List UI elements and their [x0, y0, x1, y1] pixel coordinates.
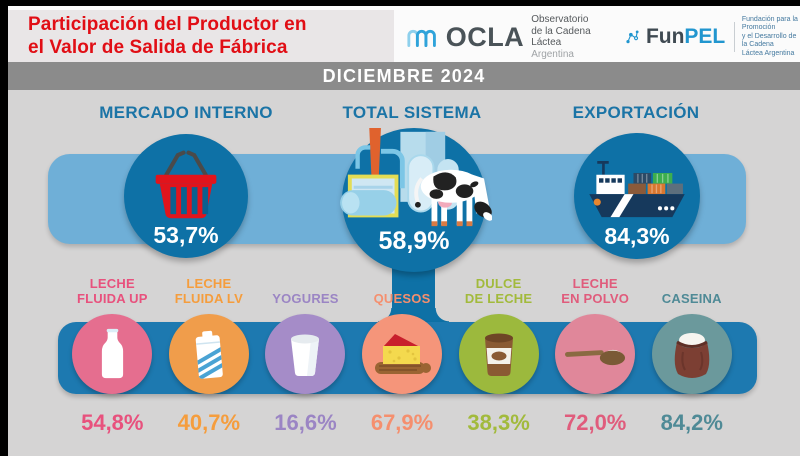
total-sistema-value: 58,9%	[378, 227, 450, 255]
cheese-board-icon	[375, 334, 432, 374]
dulce-de-leche-jar-icon	[484, 333, 513, 376]
powder-sack-icon	[674, 333, 710, 378]
product-circle	[651, 314, 732, 394]
product-circle	[555, 314, 636, 394]
product-column-leche-fluida-up: LECHE FLUIDA UP 54,8%	[64, 270, 161, 436]
title-line-2: el Valor de Salida de Fábrica	[28, 37, 288, 58]
milk-carton-icon	[195, 330, 223, 379]
product-value: 16,6%	[274, 410, 337, 435]
product-value: 38,3%	[467, 410, 530, 435]
product-column-quesos: QUESOS	[354, 270, 451, 436]
product-label: QUESOS	[373, 290, 431, 306]
product-circle	[168, 314, 249, 394]
mercado-interno-value: 53,7%	[153, 222, 219, 248]
mercado-interno-circle: 53,7%	[124, 134, 248, 258]
ocla-subtitle: Observatorio de la Cadena Láctea Argenti…	[531, 14, 600, 60]
exportacion-circle: 84,3%	[574, 133, 700, 259]
cargo-ship-icon	[589, 161, 685, 218]
ocla-subtitle-line3: Argentina	[531, 48, 574, 60]
title-line-1: Participación del Productor en	[28, 14, 307, 35]
logos: OCLA Observatorio de la Cadena Láctea Ar…	[406, 13, 798, 61]
funpel-network-icon	[626, 30, 639, 44]
section-title-exportacion: EXPORTACIÓN	[572, 103, 700, 122]
funpel-logo: FunPEL Fundación para la Promoción y el …	[624, 16, 798, 59]
product-circle	[362, 314, 443, 394]
content-area: Participación del Productor en el Valor …	[8, 6, 800, 456]
stem-flare-right	[435, 308, 449, 322]
product-label: CASEINA	[661, 290, 722, 306]
product-value: 54,8%	[81, 410, 144, 435]
product-column-leche-fluida-lv: LECHE FLUIDA LV	[161, 270, 258, 436]
exportacion-value: 84,3%	[604, 223, 670, 249]
product-label: LECHE FLUIDA LV	[174, 276, 243, 306]
powder-spoon-icon	[565, 349, 626, 366]
section-title-mercado-interno: MERCADO INTERNO	[99, 103, 273, 122]
factory-and-cow-icon	[340, 127, 492, 227]
yogurt-cup-icon	[291, 334, 320, 376]
product-circle	[72, 314, 153, 394]
products-row: LECHE FLUIDA UP 54,8% LECHE FLUIDA LV	[64, 270, 740, 436]
product-label: LECHE FLUIDA UP	[76, 276, 148, 306]
product-column-caseina: CASEINA 84,2%	[643, 270, 740, 436]
product-label: LECHE EN POLVO	[561, 276, 630, 306]
product-column-leche-en-polvo: LECHE EN POLVO 72,0%	[547, 270, 644, 436]
period-label: DICIEMBRE 2024	[322, 65, 486, 86]
total-sistema-circle: 58,9%	[340, 127, 492, 272]
funpel-tagline-line2: y el Desarrollo de la Cadena	[741, 32, 797, 49]
product-label: DULCE DE LECHE	[464, 276, 533, 306]
ocla-wordmark: OCLA	[445, 21, 525, 52]
product-label: YOGURES	[272, 290, 339, 306]
ocla-logo: OCLA Observatorio de la Cadena Láctea Ar…	[406, 14, 600, 60]
shopping-basket-icon	[155, 150, 217, 219]
ocla-subtitle-line1: Observatorio	[531, 14, 589, 25]
funpel-tagline-line1: Fundación para la Promoción	[741, 15, 798, 32]
page-title: Participación del Productor en el Valor …	[8, 10, 394, 62]
funpel-tagline-line3: Láctea Argentina	[741, 49, 795, 57]
ocla-wave-icon	[407, 29, 436, 47]
product-value: 84,2%	[660, 410, 723, 435]
product-value: 40,7%	[177, 410, 241, 435]
header: Participación del Productor en el Valor …	[8, 6, 800, 62]
product-value: 72,0%	[563, 410, 627, 435]
section-title-total-sistema: TOTAL SISTEMA	[342, 103, 482, 122]
product-circle	[265, 314, 346, 394]
ocla-subtitle-line2: de la Cadena Láctea	[531, 25, 591, 49]
funpel-wordmark: FunPEL	[645, 25, 726, 48]
milk-bottle-icon	[101, 328, 123, 379]
product-column-yogures: YOGURES 16,6%	[257, 270, 354, 436]
period-banner: DICIEMBRE 2024	[8, 62, 800, 90]
product-column-dulce-de-leche: DULCE DE LECHE 38,3%	[450, 270, 547, 436]
main-area: MERCADO INTERNO TOTAL SISTEMA EXPORTACIÓ…	[8, 90, 800, 456]
product-value: 67,9%	[370, 410, 434, 435]
product-circle	[458, 314, 539, 394]
logo-divider	[734, 22, 735, 52]
funpel-tagline: Fundación para la Promoción y el Desarro…	[742, 16, 798, 59]
